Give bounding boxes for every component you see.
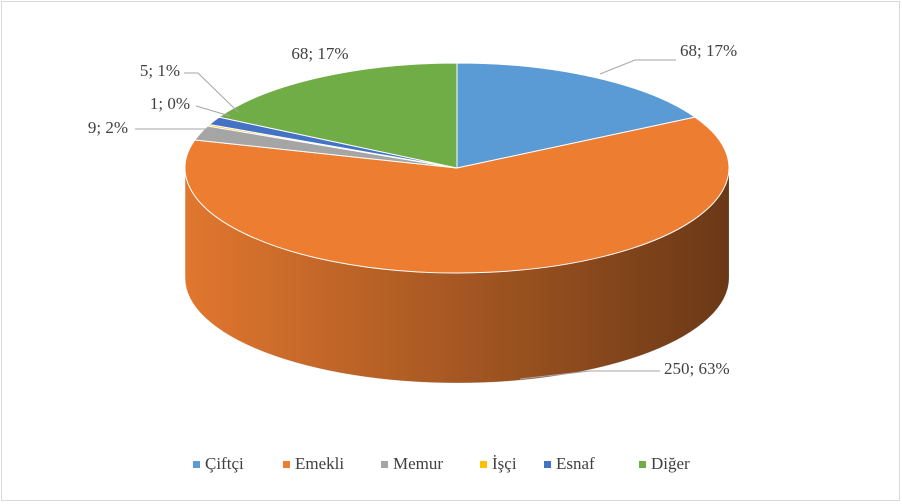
data-label: 250; 63%	[664, 359, 730, 378]
legend-swatch	[283, 461, 290, 468]
legend-swatch	[193, 461, 200, 468]
legend-label: Memur	[393, 454, 443, 473]
legend-label: Esnaf	[556, 454, 595, 473]
data-label: 1; 0%	[150, 94, 190, 113]
pie-slice	[184, 116, 730, 274]
leader-line	[519, 370, 660, 380]
legend-label: Emekli	[295, 454, 344, 473]
legend-label: Çiftçi	[205, 454, 244, 473]
leader-line	[195, 105, 231, 117]
data-label: 5; 1%	[140, 61, 180, 80]
legend-swatch	[480, 461, 487, 468]
data-label: 9; 2%	[88, 118, 128, 137]
data-label: 68; 17%	[291, 44, 348, 63]
data-label: 68; 17%	[680, 41, 737, 60]
legend-label: İşçi	[492, 454, 517, 473]
legend-label: Diğer	[651, 454, 690, 473]
leader-line	[184, 72, 239, 113]
pie-side-shade	[185, 168, 729, 383]
legend-swatch	[381, 461, 388, 468]
legend-swatch	[639, 461, 646, 468]
pie-slice	[456, 62, 697, 169]
legend-swatch	[544, 461, 551, 468]
pie-slice	[217, 62, 458, 169]
leader-line	[599, 59, 676, 75]
